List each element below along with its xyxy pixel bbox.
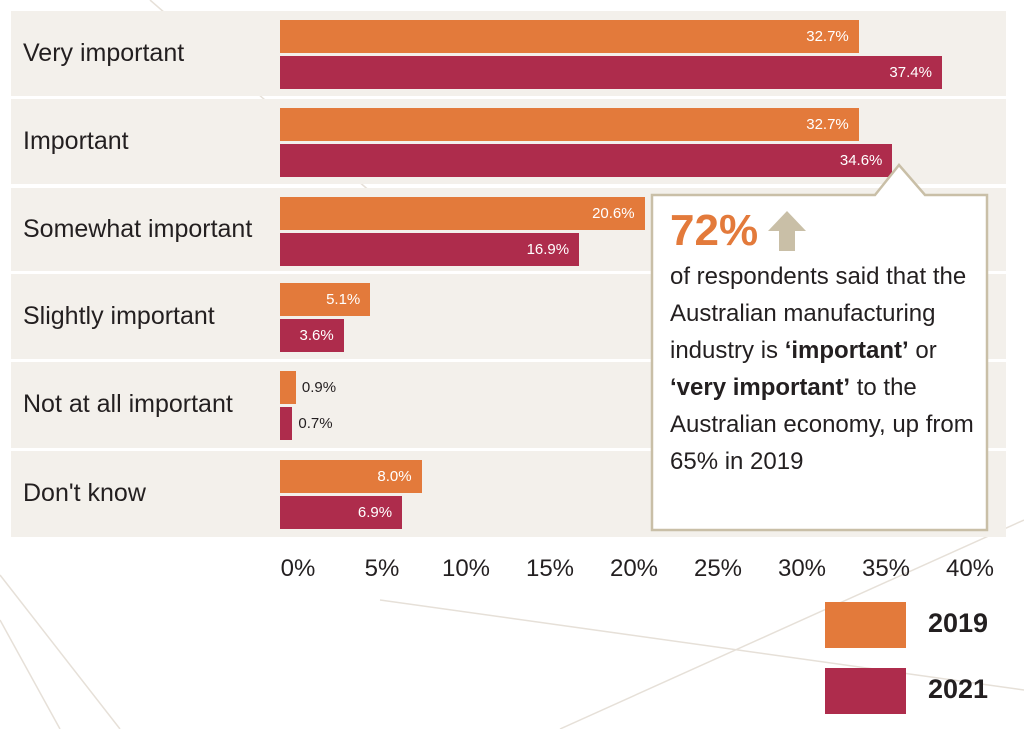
callout-text: 72% of respondents said that the Austral… [670, 206, 985, 480]
value-label: 32.7% [806, 28, 849, 45]
category-label: Very important [23, 38, 185, 67]
value-label: 20.6% [592, 205, 635, 222]
x-tick-label: 25% [693, 555, 743, 582]
callout-body: of respondents said that the Australian … [670, 263, 974, 475]
category-label: Important [23, 126, 129, 155]
bar-2021-not-at-all-important [280, 407, 293, 440]
value-label: 0.9% [301, 379, 337, 396]
legend-swatch-2019 [825, 602, 906, 648]
legend-label-2021: 2021 [928, 674, 989, 704]
value-label: 3.6% [299, 327, 334, 344]
bar-2019-not-at-all-important [280, 371, 296, 404]
x-tick-label: 40% [945, 555, 995, 582]
x-tick-label: 35% [861, 555, 911, 582]
bar-2019-important [280, 108, 859, 141]
value-label: 8.0% [377, 468, 412, 485]
bar-2019-slightly-important [280, 283, 371, 316]
category-label: Somewhat important [23, 214, 253, 243]
value-label: 0.7% [298, 415, 333, 432]
value-label: 6.9% [357, 504, 393, 521]
value-label: 5.1% [326, 291, 361, 308]
value-label: 32.7% [806, 116, 849, 133]
x-tick-label: 15% [525, 555, 575, 582]
category-label: Don't know [23, 479, 146, 507]
x-tick-label: 5% [364, 555, 400, 582]
value-label: 37.4% [889, 64, 932, 81]
bar-2021-dont-know [280, 496, 403, 529]
bar-2021-slightly-important [280, 319, 344, 352]
bar-2021-very-important [280, 56, 942, 89]
bar-2019-very-important [280, 20, 859, 53]
bar-2021-somewhat-important [280, 233, 580, 266]
bar-2021-important [280, 144, 893, 177]
x-tick-label: 10% [441, 555, 491, 582]
value-label: 16.9% [526, 241, 570, 258]
x-tick-label: 30% [777, 555, 827, 582]
callout-headline: 72% [670, 206, 759, 255]
legend-swatch-2021 [825, 668, 906, 714]
up-arrow-icon [768, 211, 807, 251]
category-label: Not at all important [23, 390, 233, 418]
value-label: 34.6% [839, 152, 883, 169]
x-tick-label: 0% [280, 555, 316, 582]
bar-2019-dont-know [280, 460, 422, 493]
legend-label-2019: 2019 [928, 608, 989, 638]
category-label: Slightly important [23, 301, 215, 330]
bar-2019-somewhat-important [280, 197, 645, 230]
x-tick-label: 20% [609, 555, 659, 582]
